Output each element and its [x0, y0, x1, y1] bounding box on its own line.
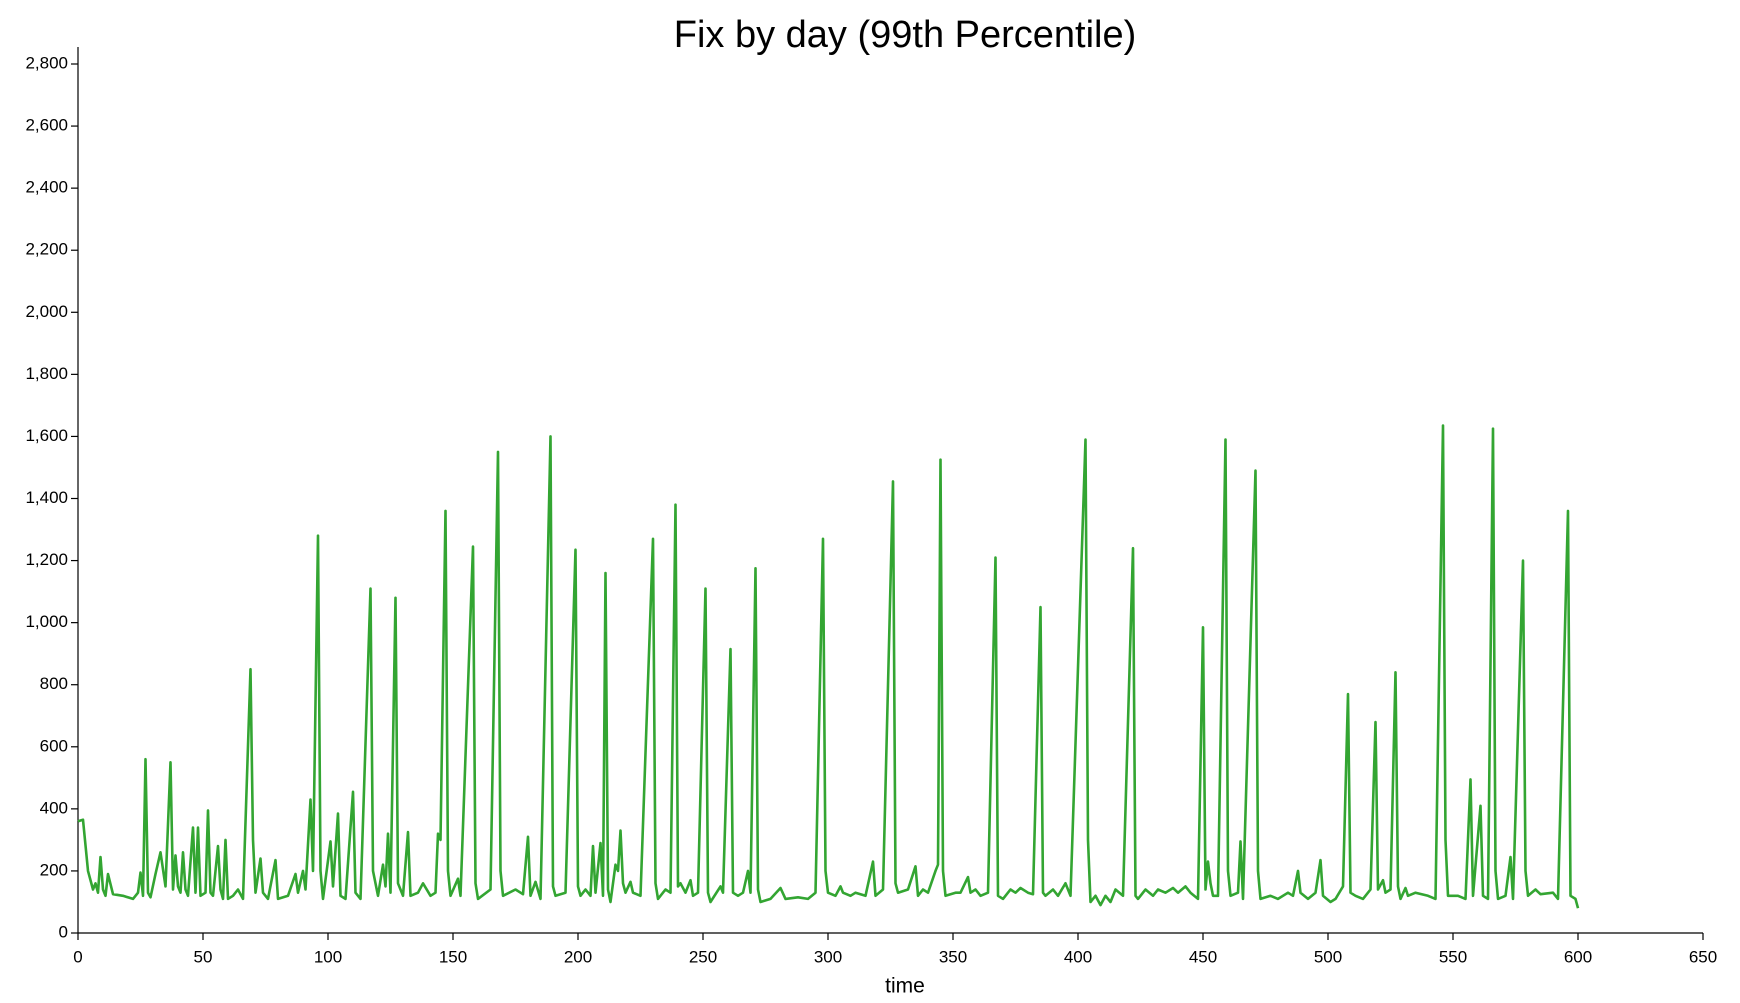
y-tick-label: 2,400 [25, 178, 68, 197]
x-tick-label: 150 [439, 947, 467, 966]
y-tick-label: 2,600 [25, 116, 68, 135]
x-tick-label: 550 [1439, 947, 1467, 966]
x-tick-label: 200 [564, 947, 592, 966]
data-line [77, 424, 1580, 909]
y-tick-label: 1,800 [25, 364, 68, 383]
y-tick-label: 0 [59, 922, 68, 941]
x-tick-label: 650 [1689, 947, 1717, 966]
x-tick-label: 350 [939, 947, 967, 966]
y-tick-label: 800 [40, 674, 68, 693]
x-tick-label: 300 [814, 947, 842, 966]
x-tick-label: 450 [1189, 947, 1217, 966]
x-tick-label: 250 [689, 947, 717, 966]
y-tick-label: 1,200 [25, 550, 68, 569]
chart-title: Fix by day (99th Percentile) [674, 14, 1137, 56]
x-axis-label: time [885, 975, 925, 998]
y-tick-label: 2,000 [25, 302, 68, 321]
x-tick-label: 400 [1064, 947, 1092, 966]
y-tick-label: 1,400 [25, 488, 68, 507]
y-tick-label: 600 [40, 736, 68, 755]
x-tick-label: 100 [314, 947, 342, 966]
y-tick-label: 1,600 [25, 426, 68, 445]
x-tick-label: 500 [1314, 947, 1342, 966]
x-tick-label: 50 [194, 947, 213, 966]
y-tick-label: 2,200 [25, 240, 68, 259]
y-tick-label: 2,800 [25, 53, 68, 72]
x-tick-label: 600 [1564, 947, 1592, 966]
y-tick-label: 200 [40, 860, 68, 879]
y-tick-label: 400 [40, 798, 68, 817]
y-tick-label: 1,000 [25, 612, 68, 631]
x-tick-label: 0 [73, 947, 82, 966]
